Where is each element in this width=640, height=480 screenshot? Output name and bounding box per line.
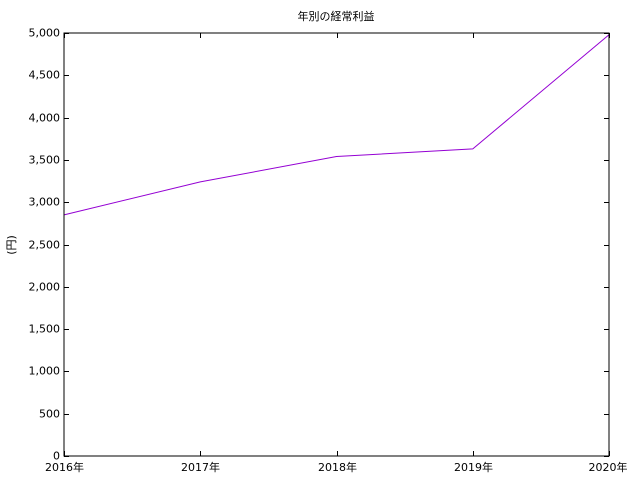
x-tick-label: 2020年 [589, 460, 628, 474]
y-tick-label: 2,000 [29, 281, 61, 294]
y-tick-label: 4,500 [29, 69, 61, 82]
y-tick-label: 3,500 [29, 154, 61, 167]
y-tick-label: 0 [53, 450, 60, 463]
x-tick-label: 2017年 [181, 460, 220, 474]
y-tick-label: 3,000 [29, 196, 61, 209]
y-tick-label: 1,000 [29, 365, 61, 378]
x-tick-label: 2019年 [454, 460, 493, 474]
y-tick-label: 4,000 [29, 112, 61, 125]
series-line-0 [63, 34, 610, 216]
x-tick-label: 2016年 [45, 460, 84, 474]
y-tick-label: 2,500 [29, 239, 61, 252]
y-tick-label: 1,500 [29, 323, 61, 336]
x-tick-label: 2018年 [318, 460, 357, 474]
plot-frame [63, 32, 610, 457]
y-tick-label: 500 [39, 408, 60, 421]
ticks: 0 500 1,000 1,500 2,000 2,500 3,000 3,500 4,000 4… [29, 27, 628, 475]
series [63, 34, 610, 216]
chart-title: 年別の経常利益 [298, 9, 375, 23]
y-tick-label: 5,000 [29, 27, 61, 40]
y-axis-label: (円) [5, 235, 18, 255]
